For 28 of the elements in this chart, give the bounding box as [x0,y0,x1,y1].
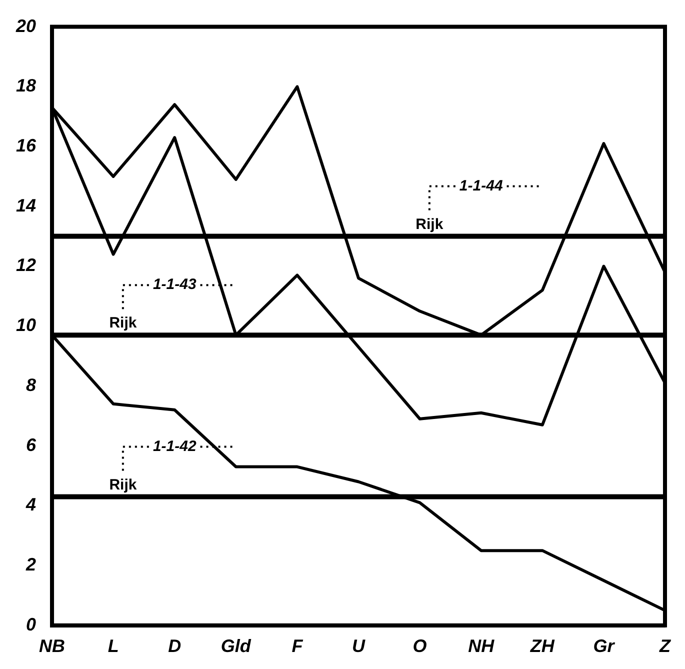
x-tick-label: U [352,636,366,656]
y-tick-label: 16 [16,135,37,156]
x-tick-label: F [292,636,304,656]
ref-line-label: Rijk [109,476,138,494]
y-tick-label: 20 [14,16,36,36]
y-tick-label: 12 [16,255,36,276]
annotation: 1-1-42 [152,438,197,455]
annotation: 1-1-43 [152,276,197,294]
x-tick-label: O [412,636,427,656]
annotation: 1-1-44 [459,177,504,194]
y-tick-label: 0 [26,614,36,634]
y-tick-label: 8 [26,374,36,395]
x-tick-label: Gr [593,636,616,656]
y-tick-label: 4 [25,494,36,515]
x-tick-label: Gld [220,636,252,656]
y-tick-label: 2 [25,554,36,575]
y-tick-label: 18 [16,76,36,96]
y-tick-label: 6 [26,434,38,455]
x-tick-label: D [168,636,182,656]
x-tick-label: L [108,636,119,656]
ref-line-label: Rijk [109,314,138,332]
x-tick-label: Z [658,636,672,656]
x-tick-label: NH [468,636,496,656]
x-tick-label: NB [39,636,66,656]
ref-line-label: Rijk [416,216,444,233]
x-tick-label: ZH [529,636,556,656]
y-tick-label: 14 [16,195,36,216]
y-tick-label: 10 [16,315,36,336]
